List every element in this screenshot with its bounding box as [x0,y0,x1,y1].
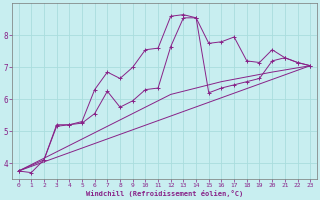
X-axis label: Windchill (Refroidissement éolien,°C): Windchill (Refroidissement éolien,°C) [86,190,243,197]
